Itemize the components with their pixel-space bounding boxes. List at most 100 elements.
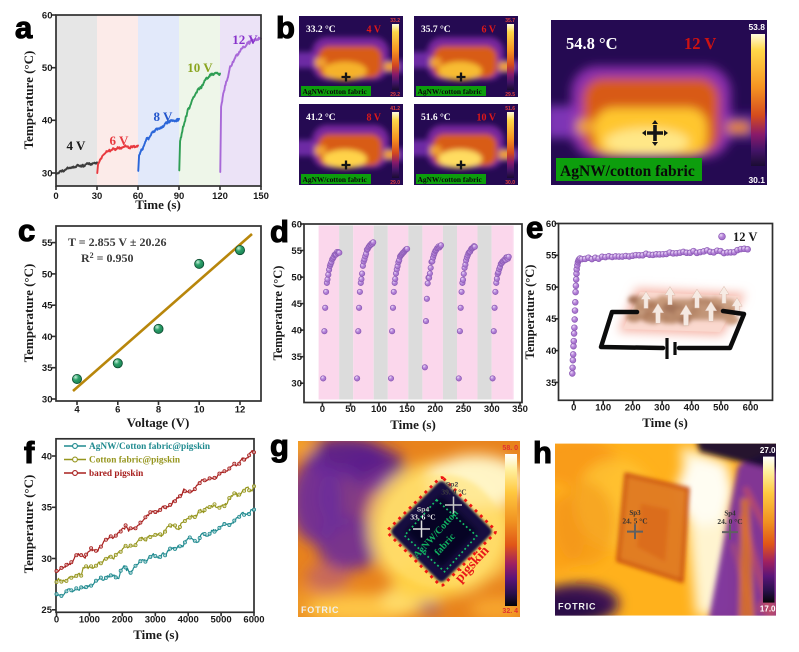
svg-text:Time (s): Time (s) bbox=[390, 417, 436, 432]
svg-text:4 V: 4 V bbox=[67, 138, 87, 153]
svg-text:AgNW/cotton fabric: AgNW/cotton fabric bbox=[303, 87, 368, 96]
svg-text:600: 600 bbox=[743, 402, 759, 413]
svg-text:35.7: 35.7 bbox=[505, 18, 515, 24]
svg-text:AgNW/Cotton fabric@pigskin: AgNW/Cotton fabric@pigskin bbox=[89, 442, 211, 452]
svg-text:27.0: 27.0 bbox=[760, 446, 776, 455]
svg-text:8 V: 8 V bbox=[154, 109, 174, 124]
svg-text:h: h bbox=[533, 435, 552, 470]
svg-text:29.2: 29.2 bbox=[390, 92, 400, 98]
svg-text:51.6: 51.6 bbox=[505, 106, 515, 112]
svg-text:39. 9 °C: 39. 9 °C bbox=[441, 488, 466, 497]
svg-text:R2 = 0.950: R2 = 0.950 bbox=[81, 251, 134, 265]
svg-text:50: 50 bbox=[345, 404, 356, 415]
svg-text:0: 0 bbox=[320, 404, 325, 415]
svg-text:250: 250 bbox=[456, 404, 472, 415]
svg-text:30: 30 bbox=[42, 168, 53, 179]
svg-text:300: 300 bbox=[654, 402, 670, 413]
svg-text:40: 40 bbox=[546, 346, 557, 357]
svg-text:AgNW/cotton fabric: AgNW/cotton fabric bbox=[303, 175, 368, 184]
svg-text:d: d bbox=[270, 214, 289, 249]
svg-text:Sp4: Sp4 bbox=[724, 510, 736, 518]
svg-text:Time (s): Time (s) bbox=[135, 197, 181, 212]
svg-text:Time (s): Time (s) bbox=[133, 627, 179, 642]
svg-text:Voltage (V): Voltage (V) bbox=[127, 415, 190, 430]
svg-text:8 V: 8 V bbox=[366, 113, 381, 124]
svg-text:33.2 °C: 33.2 °C bbox=[306, 24, 336, 35]
svg-text:90: 90 bbox=[174, 191, 185, 202]
svg-text:b: b bbox=[276, 10, 295, 45]
svg-text:Sp3: Sp3 bbox=[629, 509, 641, 517]
svg-text:45: 45 bbox=[291, 299, 302, 310]
svg-text:Temperature (°C): Temperature (°C) bbox=[21, 475, 36, 574]
svg-text:g: g bbox=[270, 428, 289, 463]
svg-text:10 V: 10 V bbox=[476, 113, 496, 124]
svg-text:100: 100 bbox=[595, 402, 611, 413]
svg-text:50: 50 bbox=[546, 283, 557, 294]
svg-text:Sp2: Sp2 bbox=[446, 482, 459, 489]
svg-text:30: 30 bbox=[291, 379, 302, 390]
svg-text:55: 55 bbox=[291, 246, 302, 257]
svg-text:Temperature (°C): Temperature (°C) bbox=[21, 264, 36, 363]
svg-text:12 V: 12 V bbox=[232, 32, 258, 47]
svg-text:AgNW/cotton fabric: AgNW/cotton fabric bbox=[560, 163, 695, 180]
svg-text:12: 12 bbox=[235, 405, 246, 416]
svg-text:12 V: 12 V bbox=[733, 230, 757, 244]
svg-text:40: 40 bbox=[42, 116, 53, 127]
svg-text:45: 45 bbox=[42, 301, 53, 312]
svg-text:35: 35 bbox=[42, 363, 53, 374]
svg-text:60: 60 bbox=[42, 10, 53, 21]
svg-text:0: 0 bbox=[53, 191, 58, 202]
svg-text:53.8: 53.8 bbox=[748, 22, 765, 32]
svg-text:Temperature (°C): Temperature (°C) bbox=[21, 51, 36, 150]
svg-text:T = 2.855 V ± 20.26: T = 2.855 V ± 20.26 bbox=[68, 235, 166, 249]
svg-text:50: 50 bbox=[291, 273, 302, 284]
svg-text:29.5: 29.5 bbox=[505, 92, 515, 98]
svg-text:2000: 2000 bbox=[112, 615, 133, 626]
svg-text:4: 4 bbox=[74, 405, 80, 416]
svg-text:6000: 6000 bbox=[243, 615, 264, 626]
svg-text:0: 0 bbox=[54, 615, 59, 626]
svg-text:33. 6 °C: 33. 6 °C bbox=[410, 513, 435, 522]
svg-text:33.2: 33.2 bbox=[390, 18, 400, 24]
svg-text:3000: 3000 bbox=[145, 615, 166, 626]
svg-text:e: e bbox=[526, 210, 543, 245]
svg-text:41.2: 41.2 bbox=[390, 106, 400, 112]
svg-text:60: 60 bbox=[546, 219, 557, 230]
svg-text:f: f bbox=[24, 435, 35, 470]
svg-text:8: 8 bbox=[156, 405, 161, 416]
svg-text:bared pigskin: bared pigskin bbox=[89, 469, 144, 479]
svg-text:Temperature (°C): Temperature (°C) bbox=[523, 265, 537, 360]
svg-text:54.8 °C: 54.8 °C bbox=[566, 34, 618, 53]
svg-text:24. 0 °C: 24. 0 °C bbox=[717, 517, 742, 526]
svg-text:AgNW/cotton fabric: AgNW/cotton fabric bbox=[418, 175, 483, 184]
svg-text:150: 150 bbox=[253, 191, 269, 202]
svg-text:150: 150 bbox=[399, 404, 415, 415]
svg-text:Sp4: Sp4 bbox=[417, 507, 430, 514]
svg-text:4 V: 4 V bbox=[366, 25, 381, 36]
svg-text:FOTRIC: FOTRIC bbox=[558, 602, 596, 612]
svg-text:Time (s): Time (s) bbox=[642, 415, 688, 430]
svg-text:35: 35 bbox=[41, 503, 52, 514]
svg-text:32. 4: 32. 4 bbox=[502, 608, 518, 615]
svg-text:200: 200 bbox=[625, 402, 641, 413]
svg-text:500: 500 bbox=[713, 402, 729, 413]
svg-text:10 V: 10 V bbox=[187, 60, 213, 75]
svg-text:Temperature (°C): Temperature (°C) bbox=[271, 266, 285, 361]
svg-text:120: 120 bbox=[212, 191, 228, 202]
svg-text:30.1: 30.1 bbox=[748, 175, 765, 185]
svg-text:200: 200 bbox=[427, 404, 443, 415]
svg-text:40: 40 bbox=[291, 326, 302, 337]
svg-text:5000: 5000 bbox=[211, 615, 232, 626]
svg-text:25: 25 bbox=[41, 605, 52, 616]
svg-text:30: 30 bbox=[41, 554, 52, 565]
svg-text:AgNW/cotton fabric: AgNW/cotton fabric bbox=[418, 87, 483, 96]
svg-text:29.0: 29.0 bbox=[390, 180, 400, 186]
svg-text:35.7 °C: 35.7 °C bbox=[421, 24, 451, 35]
svg-text:50: 50 bbox=[42, 269, 53, 280]
svg-text:Cotton fabric@pigskin: Cotton fabric@pigskin bbox=[89, 456, 181, 466]
svg-text:12 V: 12 V bbox=[684, 34, 716, 53]
svg-text:10: 10 bbox=[194, 405, 205, 416]
svg-text:58. 0: 58. 0 bbox=[502, 445, 518, 452]
svg-text:40: 40 bbox=[41, 451, 52, 462]
svg-text:50: 50 bbox=[42, 63, 53, 74]
